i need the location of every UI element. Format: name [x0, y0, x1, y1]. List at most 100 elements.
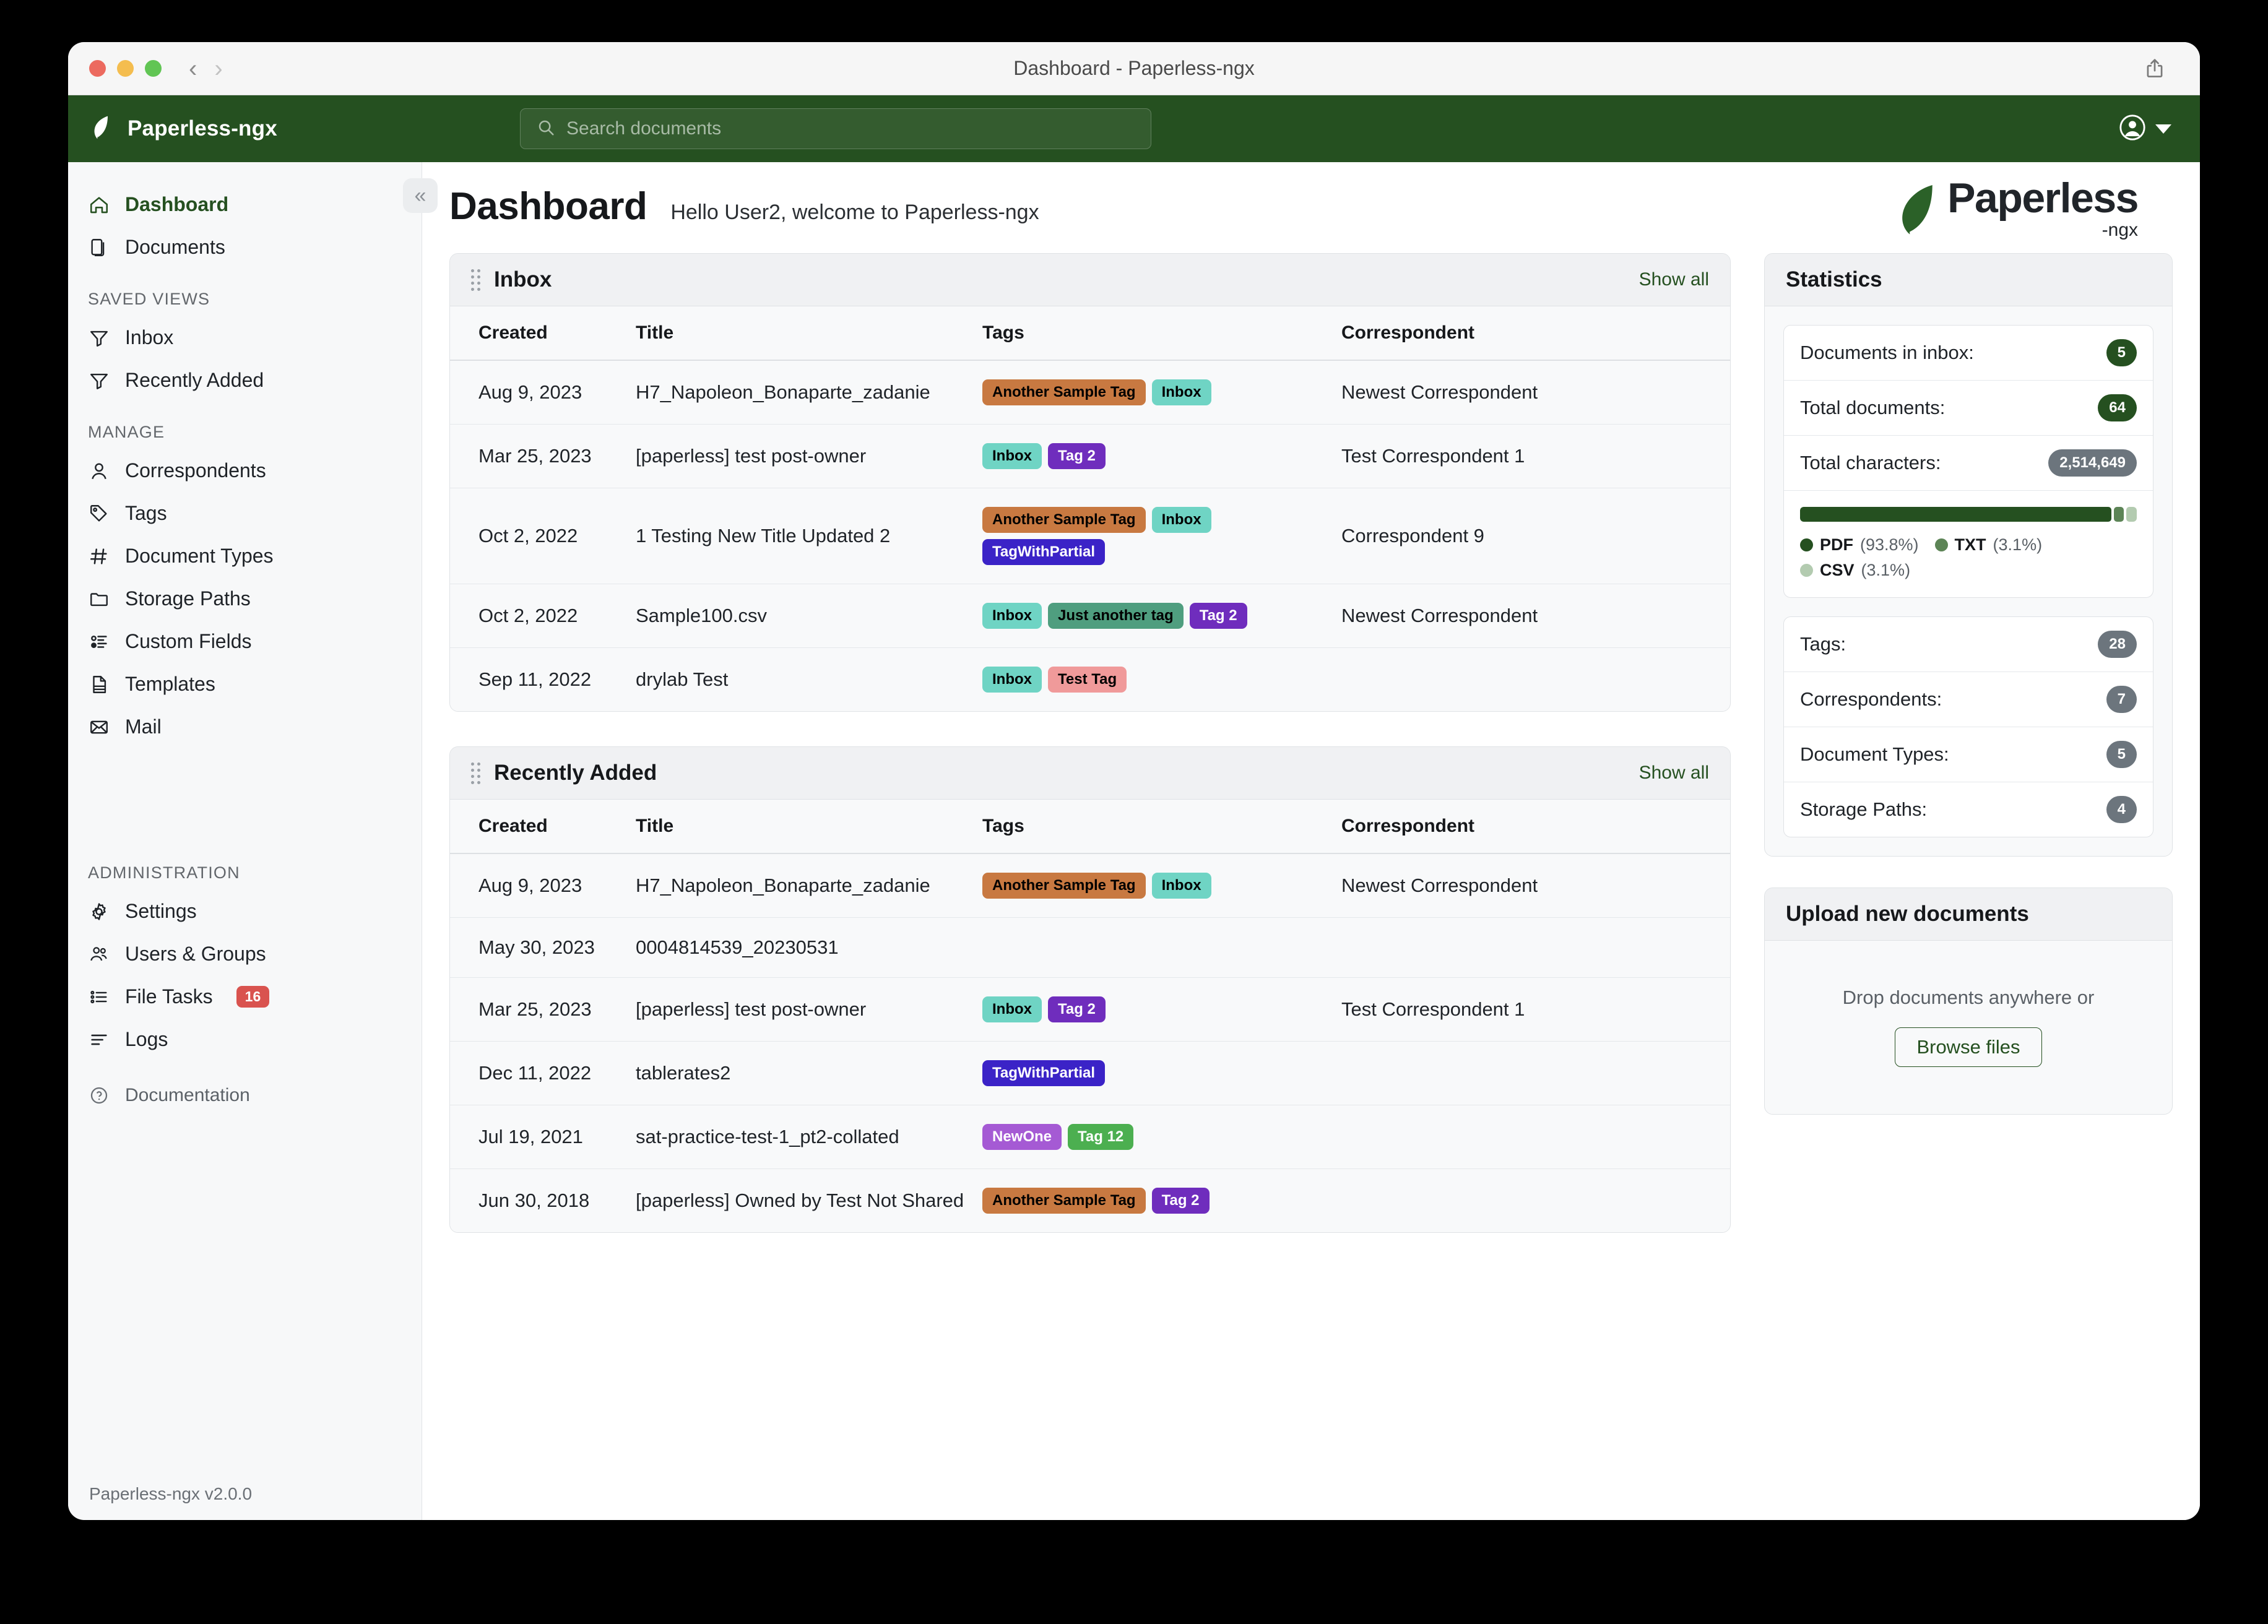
cell-title[interactable]: 0004814539_20230531: [636, 917, 982, 978]
tag-chip[interactable]: Another Sample Tag: [982, 507, 1146, 533]
sidebar-item-tags[interactable]: Tags: [68, 492, 422, 535]
cell-title[interactable]: Sample100.csv: [636, 584, 982, 648]
maximize-window-button[interactable]: [145, 60, 162, 77]
tag-chip[interactable]: Inbox: [1151, 379, 1211, 405]
sidebar-item-logs[interactable]: Logs: [68, 1018, 422, 1061]
user-menu[interactable]: [2118, 113, 2171, 145]
sidebar-item-storage-paths[interactable]: Storage Paths: [68, 577, 422, 620]
table-row[interactable]: Dec 11, 2022 tablerates2 TagWithPartial: [450, 1041, 1730, 1105]
sidebar-item-mail[interactable]: Mail: [68, 706, 422, 748]
sidebar-item-custom-fields[interactable]: Custom Fields: [68, 620, 422, 663]
column-header-title[interactable]: Title: [636, 800, 982, 854]
sidebar-item-dashboard[interactable]: Dashboard: [68, 183, 422, 226]
upload-widget: Upload new documents Drop documents anyw…: [1764, 888, 2173, 1115]
drag-handle-icon[interactable]: [471, 762, 480, 784]
sidebar-item-templates[interactable]: Templates: [68, 663, 422, 706]
tag-chip[interactable]: NewOne: [982, 1124, 1062, 1150]
column-header-tags[interactable]: Tags: [982, 306, 1341, 361]
column-header-title[interactable]: Title: [636, 306, 982, 361]
table-row[interactable]: Oct 2, 2022 1 Testing New Title Updated 2…: [450, 488, 1730, 584]
cell-title[interactable]: [paperless] test post-owner: [636, 424, 982, 488]
drag-handle-icon[interactable]: [471, 269, 480, 291]
legend-percent: (93.8%): [1860, 535, 1919, 554]
sidebar-item-label: Document Types: [125, 545, 274, 567]
cell-title[interactable]: H7_Napoleon_Bonaparte_zadanie: [636, 360, 982, 425]
sidebar-item-documentation[interactable]: Documentation: [68, 1074, 422, 1116]
tag-chip[interactable]: Tag 2: [1048, 443, 1106, 469]
table-row[interactable]: Jun 30, 2018 [paperless] Owned by Test No…: [450, 1169, 1730, 1233]
tag-chip[interactable]: Just another tag: [1048, 603, 1184, 629]
column-header-correspondent[interactable]: Correspondent: [1341, 800, 1730, 854]
sidebar-heading-saved-views: SAVED VIEWS: [88, 290, 210, 308]
tag-chip[interactable]: TagWithPartial: [982, 539, 1106, 565]
recently-added-widget-title: Recently Added: [494, 761, 657, 785]
user-circle-icon[interactable]: [2118, 113, 2147, 145]
search-box[interactable]: [520, 108, 1151, 149]
tag-chip[interactable]: Inbox: [982, 996, 1042, 1022]
tag-chip[interactable]: Inbox: [982, 443, 1042, 469]
tag-chip[interactable]: Inbox: [982, 603, 1042, 629]
tag-chip[interactable]: Another Sample Tag: [982, 379, 1146, 405]
cell-tags: Inbox Tag 2: [982, 977, 1341, 1042]
sidebar-item-users-groups[interactable]: Users & Groups: [68, 933, 422, 975]
tag-chip[interactable]: Inbox: [982, 667, 1042, 693]
tag-chip[interactable]: Tag 12: [1068, 1124, 1134, 1150]
sidebar-item-documents[interactable]: Documents: [68, 226, 422, 269]
back-icon[interactable]: ‹: [189, 54, 197, 82]
table-row[interactable]: Aug 9, 2023 H7_Napoleon_Bonaparte_zadanie…: [450, 360, 1730, 425]
tag-chip[interactable]: Another Sample Tag: [982, 1188, 1146, 1214]
dashboard-sidebar-widgets: Statistics Documents in inbox: 5 Total doc…: [1764, 253, 2173, 1149]
tag-chip[interactable]: TagWithPartial: [982, 1060, 1106, 1086]
tag-chip[interactable]: Tag 2: [1189, 603, 1247, 629]
sidebar-item-inbox[interactable]: Inbox: [68, 316, 422, 359]
column-header-tags[interactable]: Tags: [982, 800, 1341, 854]
share-icon[interactable]: [2143, 56, 2166, 81]
table-row[interactable]: Sep 11, 2022 drylab Test Inbox Test Tag: [450, 648, 1730, 712]
inbox-widget-title: Inbox: [494, 267, 552, 292]
statistic-label: Document Types:: [1800, 743, 1949, 765]
cell-title[interactable]: [paperless] test post-owner: [636, 977, 982, 1042]
cell-title[interactable]: sat-practice-test-1_pt2-collated: [636, 1105, 982, 1169]
tag-chip[interactable]: Test Tag: [1048, 667, 1127, 693]
close-window-button[interactable]: [89, 60, 106, 77]
brand[interactable]: Paperless-ngx: [89, 114, 399, 144]
cell-correspondent: [1341, 917, 1730, 978]
upload-dropzone[interactable]: Drop documents anywhere or Browse files: [1765, 941, 2172, 1114]
logo-subtext: -ngx: [2101, 219, 2138, 240]
tag-chip[interactable]: Inbox: [1151, 507, 1211, 533]
chevron-down-icon[interactable]: [2155, 124, 2171, 134]
column-header-correspondent[interactable]: Correspondent: [1341, 306, 1730, 361]
tag-chip[interactable]: Another Sample Tag: [982, 873, 1146, 899]
sidebar-collapse-button[interactable]: «: [403, 178, 438, 213]
table-row[interactable]: Jul 19, 2021 sat-practice-test-1_pt2-coll…: [450, 1105, 1730, 1169]
minimize-window-button[interactable]: [117, 60, 134, 77]
cell-title[interactable]: drylab Test: [636, 668, 729, 690]
search-input[interactable]: [566, 118, 1135, 139]
cell-title[interactable]: H7_Napoleon_Bonaparte_zadanie: [636, 853, 982, 918]
cell-title[interactable]: tablerates2: [636, 1041, 982, 1105]
cell-title[interactable]: [paperless] Owned by Test Not Shared: [636, 1190, 964, 1211]
table-row[interactable]: Mar 25, 2023 [paperless] test post-owner I…: [450, 424, 1730, 488]
sliders-icon: [88, 631, 110, 653]
table-row[interactable]: Mar 25, 2023 [paperless] test post-owner I…: [450, 977, 1730, 1042]
sidebar-item-settings[interactable]: Settings: [68, 890, 422, 933]
table-row[interactable]: May 30, 2023 0004814539_20230531: [450, 917, 1730, 978]
table-row[interactable]: Oct 2, 2022 Sample100.csv Inbox Just anothe…: [450, 584, 1730, 648]
tag-chip[interactable]: Inbox: [1151, 873, 1211, 899]
tag-chip[interactable]: Tag 2: [1151, 1188, 1210, 1214]
inbox-show-all-link[interactable]: Show all: [1638, 269, 1709, 290]
sidebar-item-file-tasks[interactable]: File Tasks 16: [68, 975, 422, 1018]
table-row[interactable]: Aug 9, 2023 H7_Napoleon_Bonaparte_zadanie…: [450, 853, 1730, 918]
cell-title[interactable]: 1 Testing New Title Updated 2: [636, 488, 982, 584]
legend-label: TXT: [1954, 535, 1986, 554]
browse-files-button[interactable]: Browse files: [1895, 1027, 2042, 1067]
column-header-created[interactable]: Created: [450, 800, 636, 854]
sidebar-item-document-types[interactable]: Document Types: [68, 535, 422, 577]
tag-chip[interactable]: Tag 2: [1048, 996, 1106, 1022]
sidebar-item-recently-added[interactable]: Recently Added: [68, 359, 422, 402]
column-header-created[interactable]: Created: [450, 306, 636, 361]
forward-icon[interactable]: ›: [214, 54, 223, 82]
statistic-value-badge: 28: [2098, 631, 2137, 658]
recently-added-show-all-link[interactable]: Show all: [1638, 762, 1709, 783]
sidebar-item-correspondents[interactable]: Correspondents: [68, 449, 422, 492]
